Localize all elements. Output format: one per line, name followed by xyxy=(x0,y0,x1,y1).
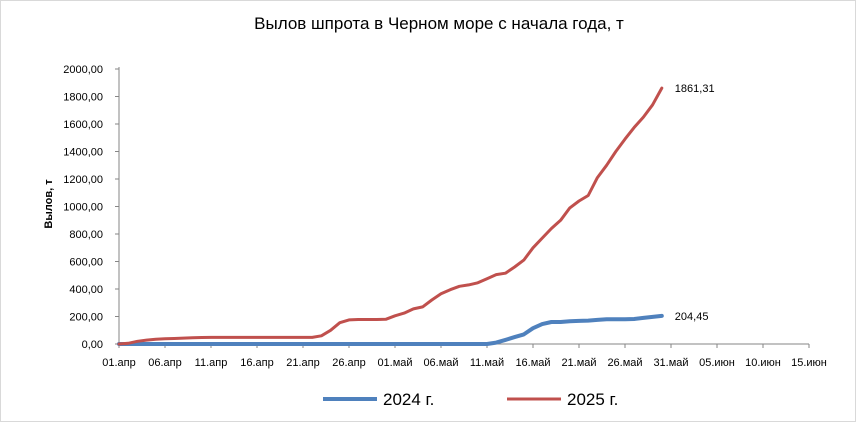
x-tick-label: 01.апр xyxy=(102,357,135,369)
y-tick-label: 800,00 xyxy=(69,229,103,241)
series-layer: 204,45 1861,31 xyxy=(117,83,715,346)
x-tick-label: 16.апр xyxy=(240,357,273,369)
x-tick-label: 11.май xyxy=(470,357,504,369)
series-end-label-1: 204,45 xyxy=(675,311,709,323)
x-tick-label: 31.май xyxy=(653,357,688,369)
x-tick-label: 21.апр xyxy=(286,357,319,369)
y-tick-label: 1800,00 xyxy=(63,92,103,104)
x-tick-label: 05.июн xyxy=(699,357,735,369)
x-tick-label: 15.июн xyxy=(791,357,827,369)
series-end-label-2: 1861,31 xyxy=(675,83,715,95)
legend: 2024 г. 2025 г. xyxy=(323,390,618,409)
legend-label-2: 2025 г. xyxy=(567,390,618,409)
y-tick-label: 200,00 xyxy=(69,312,103,324)
x-tick-label: 21.май xyxy=(561,357,596,369)
y-tick-label: 1600,00 xyxy=(63,119,103,131)
y-tick-label: 1400,00 xyxy=(63,147,103,159)
x-tick-label: 06.апр xyxy=(148,357,181,369)
y-tick-label: 1200,00 xyxy=(63,174,103,186)
x-tick-label: 11.апр xyxy=(195,357,228,369)
legend-label-1: 2024 г. xyxy=(383,390,434,409)
x-tick-label: 16.май xyxy=(515,357,550,369)
series-line-2 xyxy=(117,86,664,346)
y-tick-label: 600,00 xyxy=(69,257,103,269)
y-tick-label: 0,00 xyxy=(82,339,103,351)
y-tick-label: 400,00 xyxy=(69,284,103,296)
y-tick-label: 2000,00 xyxy=(63,64,103,76)
series-line-1 xyxy=(117,313,664,346)
chart-title: Вылов шпрота в Черном море с начала года… xyxy=(254,14,624,33)
axes: 0,00 200,00 400,00 600,00 800,00 1000,00 1200,… xyxy=(63,64,827,369)
x-tick-label: 06.май xyxy=(423,357,458,369)
x-tick-label: 26.апр xyxy=(332,357,365,369)
x-tick-label: 10.июн xyxy=(745,357,781,369)
x-tick-label: 26.май xyxy=(607,357,642,369)
x-tick-label: 01.май xyxy=(377,357,412,369)
y-tick-label: 1000,00 xyxy=(63,202,103,214)
y-axis-label: Вылов, т xyxy=(43,179,55,229)
